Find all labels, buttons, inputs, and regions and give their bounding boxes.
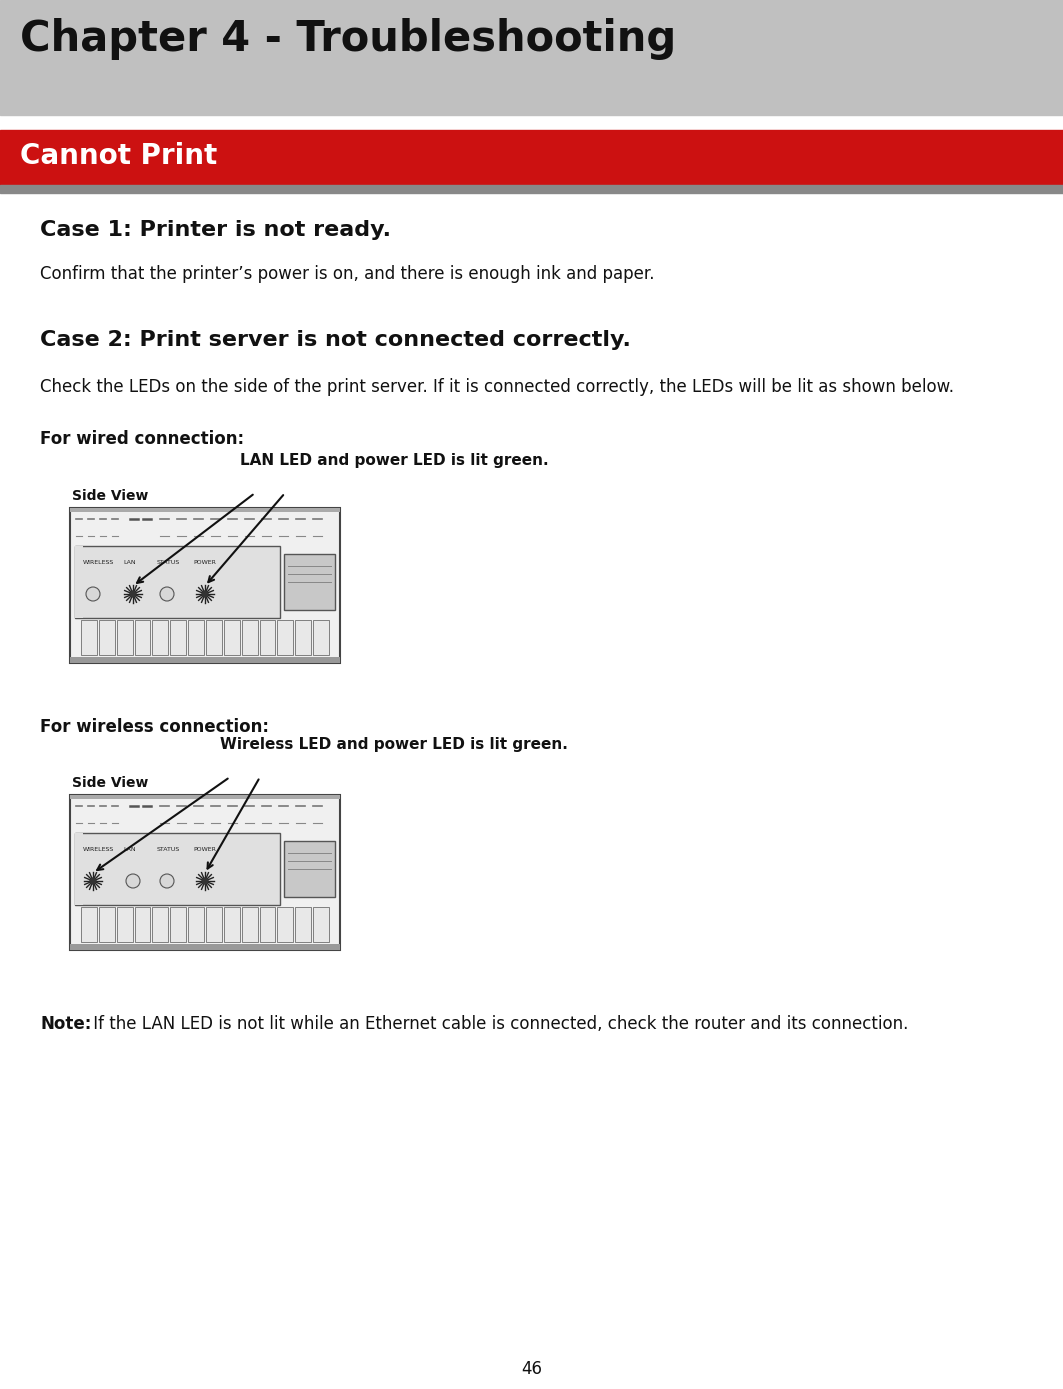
Bar xyxy=(314,907,330,942)
Bar xyxy=(70,508,340,663)
Bar xyxy=(277,619,293,656)
Bar xyxy=(314,619,330,656)
Bar xyxy=(135,907,151,942)
Text: POWER: POWER xyxy=(193,560,216,565)
Bar xyxy=(99,619,115,656)
Circle shape xyxy=(161,588,174,601)
Bar xyxy=(70,795,340,799)
Text: Case 2: Print server is not connected correctly.: Case 2: Print server is not connected co… xyxy=(40,331,630,350)
Text: Confirm that the printer’s power is on, and there is enough ink and paper.: Confirm that the printer’s power is on, … xyxy=(40,265,655,283)
Text: Side View: Side View xyxy=(72,776,149,790)
Text: Wireless LED and power LED is lit green.: Wireless LED and power LED is lit green. xyxy=(220,738,568,751)
Text: POWER: POWER xyxy=(193,847,216,851)
Bar xyxy=(0,0,1063,115)
Bar xyxy=(284,840,335,897)
Text: Check the LEDs on the side of the print server. If it is connected correctly, th: Check the LEDs on the side of the print … xyxy=(40,378,954,396)
Circle shape xyxy=(161,874,174,888)
Bar xyxy=(75,833,83,906)
Bar xyxy=(70,945,340,950)
Circle shape xyxy=(86,588,100,601)
Bar xyxy=(259,907,275,942)
Text: For wireless connection:: For wireless connection: xyxy=(40,718,269,736)
Bar xyxy=(188,619,204,656)
Bar xyxy=(284,554,335,610)
Bar xyxy=(75,546,280,618)
Bar xyxy=(70,508,340,513)
Text: STATUS: STATUS xyxy=(157,847,181,851)
Bar xyxy=(206,619,222,656)
Text: 46: 46 xyxy=(521,1360,542,1378)
Bar xyxy=(296,907,311,942)
Bar xyxy=(75,546,83,618)
Circle shape xyxy=(202,590,208,597)
Bar xyxy=(170,907,186,942)
Bar xyxy=(0,185,1063,193)
Bar xyxy=(117,619,133,656)
Bar xyxy=(152,619,168,656)
Text: Cannot Print: Cannot Print xyxy=(20,142,217,169)
Text: STATUS: STATUS xyxy=(157,560,181,565)
Text: WIRELESS: WIRELESS xyxy=(83,560,114,565)
Bar xyxy=(170,619,186,656)
Bar xyxy=(117,907,133,942)
Bar xyxy=(0,131,1063,185)
Text: Note:: Note: xyxy=(40,1015,91,1033)
Text: LAN: LAN xyxy=(123,847,136,851)
Circle shape xyxy=(130,590,136,597)
Bar xyxy=(241,907,257,942)
Text: LAN: LAN xyxy=(123,560,136,565)
Bar xyxy=(241,619,257,656)
Circle shape xyxy=(90,878,96,883)
Bar xyxy=(75,833,280,906)
Bar xyxy=(277,907,293,942)
Text: LAN LED and power LED is lit green.: LAN LED and power LED is lit green. xyxy=(240,453,549,468)
Text: Case 1: Printer is not ready.: Case 1: Printer is not ready. xyxy=(40,219,391,240)
Bar xyxy=(188,907,204,942)
Bar xyxy=(81,619,97,656)
Bar xyxy=(99,907,115,942)
Text: Side View: Side View xyxy=(72,489,149,503)
Bar xyxy=(296,619,311,656)
Text: If the LAN LED is not lit while an Ethernet cable is connected, check the router: If the LAN LED is not lit while an Ether… xyxy=(88,1015,909,1033)
Text: For wired connection:: For wired connection: xyxy=(40,431,244,449)
Bar xyxy=(206,907,222,942)
Bar xyxy=(224,907,240,942)
Circle shape xyxy=(202,878,208,883)
Bar xyxy=(135,619,151,656)
Text: WIRELESS: WIRELESS xyxy=(83,847,114,851)
Bar xyxy=(224,619,240,656)
Bar xyxy=(70,795,340,950)
Bar xyxy=(81,907,97,942)
Text: Chapter 4 - Troubleshooting: Chapter 4 - Troubleshooting xyxy=(20,18,676,60)
Bar xyxy=(152,907,168,942)
Circle shape xyxy=(126,874,140,888)
Bar xyxy=(259,619,275,656)
Bar xyxy=(70,657,340,663)
